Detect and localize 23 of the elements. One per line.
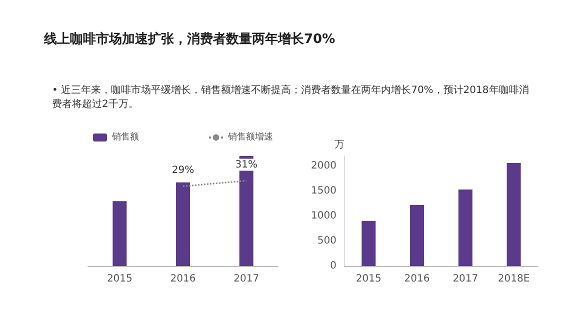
x-tick-label: 2015	[106, 274, 132, 284]
y-tick-label: 1000	[310, 210, 336, 222]
data-label: 29%	[172, 164, 194, 176]
x-tick-label: 2016	[170, 274, 196, 284]
bar	[458, 190, 472, 266]
text: • 近三年来，咖啡市场平缓增长，销售额增速不断提高；消费者数量在两年内增长70%，预计2018年咖啡消费者将超过2千万。	[52, 84, 530, 112]
y-axis-title: 万	[334, 140, 344, 150]
x-tick-label: 2016	[404, 274, 430, 284]
data-label: 31%	[235, 159, 258, 170]
bar	[362, 221, 376, 266]
bar	[410, 205, 424, 266]
x-tick-label: 2017	[452, 274, 478, 284]
legend-label: 销售额增速	[227, 132, 273, 142]
y-tick-label: 2000	[310, 160, 336, 172]
x-tick-label: 2015	[356, 274, 382, 284]
x-tick-label: 2017	[234, 274, 260, 284]
y-tick-label: 1500	[310, 186, 336, 196]
bar	[506, 163, 521, 266]
y-tick-label: 0	[330, 260, 336, 272]
x-tick-label: 2018E	[498, 274, 530, 284]
chart-title: 线上咖啡市场加速扩张，消费者数量两年增长70%	[44, 30, 336, 48]
legend-label: 销售额	[111, 132, 139, 142]
y-tick-label: 500	[317, 236, 336, 246]
